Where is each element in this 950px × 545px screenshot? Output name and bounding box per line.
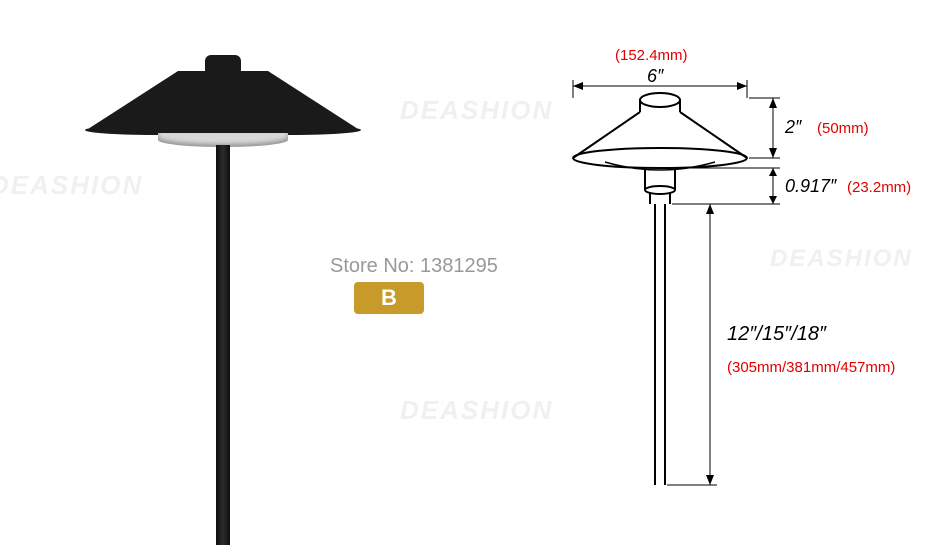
dim-pole-mm: (305mm/381mm/457mm) <box>727 359 895 376</box>
dim-pole-in: 12″/15″/18″ <box>727 323 827 345</box>
dim-neck-mm: (23.2mm) <box>847 179 911 196</box>
dim-shade-h-in: 2″ <box>784 117 802 137</box>
product-photo <box>80 55 360 495</box>
watermark: DEASHION <box>400 395 553 426</box>
dim-width-in: 6″ <box>647 66 664 86</box>
dimension-diagram: 6″ (152.4mm) 2″ (50mm) <box>555 40 945 500</box>
dim-shade-h-mm: (50mm) <box>817 120 869 137</box>
watermark: DEASHION <box>400 95 553 126</box>
dim-width-mm: (152.4mm) <box>615 47 688 64</box>
variant-badge-b: B <box>354 282 424 314</box>
dim-neck-in: 0.917″ <box>785 176 837 196</box>
